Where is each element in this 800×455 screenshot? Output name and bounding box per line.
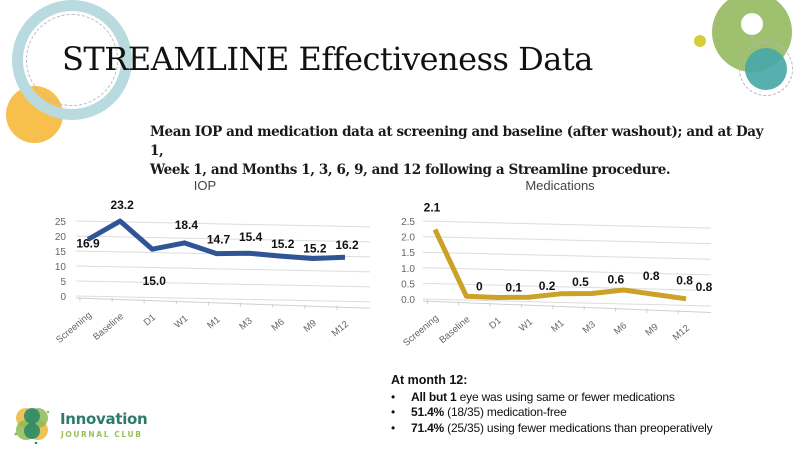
logo-name: Innovation — [60, 410, 148, 428]
data-label: 14.7 — [207, 233, 231, 247]
gridline — [75, 265, 371, 273]
summary-item: • All but 1 eye was using same or fewer m… — [391, 390, 712, 406]
x-axis-line — [422, 300, 712, 314]
x-category-label: M6 — [269, 317, 286, 334]
y-tick-label: 1.5 — [401, 248, 415, 259]
data-label: 23.2 — [110, 198, 134, 212]
x-category-label: M9 — [643, 322, 660, 339]
y-tick-label: 15 — [55, 247, 67, 258]
logo-mark-icon — [14, 408, 50, 444]
data-label: 0.8 — [643, 269, 660, 283]
summary-item-emphasis: 51.4% — [411, 405, 445, 419]
y-tick-label: 10 — [55, 262, 67, 273]
gridline — [422, 236, 712, 245]
x-category-label: M1 — [549, 318, 566, 335]
summary-item: • 71.4% (25/35) using fewer medications t… — [391, 420, 713, 437]
month-12-summary: At month 12: • All but 1 eye was using sa… — [391, 373, 713, 437]
summary-item: • 51.4% (18/35) medication-free — [391, 405, 712, 421]
subtitle-line-2: Week 1, and Months 1, 3, 6, 9, and 12 fo… — [150, 162, 671, 178]
y-tick-label: 2.0 — [401, 233, 415, 244]
summary-item-emphasis: All but 1 — [411, 389, 457, 404]
gridline — [422, 298, 712, 307]
chart-title: Medications — [525, 178, 595, 193]
gridline — [75, 280, 371, 288]
summary-item-text: (18/35) medication-free — [444, 405, 567, 419]
x-category-label: M1 — [205, 314, 222, 331]
x-category-label: Baseline — [91, 311, 126, 343]
x-category-label: M12 — [330, 319, 351, 339]
data-label: 0.8 — [696, 280, 713, 294]
gridline — [422, 251, 712, 260]
data-label: 16.9 — [76, 237, 100, 251]
data-label: 18.4 — [175, 218, 199, 232]
gridline — [75, 235, 371, 243]
y-tick-label: 0.0 — [401, 295, 415, 306]
summary-item-emphasis: 71.4% — [411, 420, 445, 435]
x-category-label: D1 — [487, 315, 503, 331]
data-label: 0.5 — [572, 275, 589, 289]
y-tick-label: 20 — [55, 232, 67, 243]
data-label: 0.1 — [505, 281, 522, 295]
x-category-label: W1 — [172, 313, 190, 331]
x-category-label: Baseline — [437, 314, 472, 346]
data-label: 0 — [476, 279, 483, 293]
x-category-label: D1 — [142, 312, 158, 328]
x-category-label: M3 — [581, 319, 598, 336]
y-tick-label: 25 — [55, 217, 67, 228]
data-label: 0.6 — [608, 272, 625, 286]
bullet-icon: • — [391, 389, 396, 404]
bullet-icon: • — [391, 405, 396, 419]
y-tick-label: 1.0 — [401, 264, 415, 275]
data-label: 15.4 — [239, 230, 263, 244]
x-category-label: Screening — [401, 313, 441, 349]
bullet-icon: • — [391, 420, 396, 435]
medications-chart: Medications 0.0 0.5 1.0 1.5 2.0 2.5 ScreeningBa… — [401, 178, 713, 349]
summary-item-text: (25/35) using fewer medications than pre… — [444, 420, 713, 435]
innovation-journal-club-logo: Innovation JOURNAL CLUB — [8, 402, 168, 447]
gridline — [75, 295, 371, 303]
y-tick-label: 5 — [60, 277, 66, 288]
x-category-label: M3 — [237, 315, 254, 332]
x-category-label: M12 — [671, 323, 692, 343]
x-axis-line — [75, 297, 371, 309]
decorative-blue-ring — [12, 0, 132, 120]
slide-title: STREAMLINE Effectiveness Data — [62, 40, 593, 78]
decorative-white-hole — [741, 13, 763, 35]
gridline — [422, 220, 712, 229]
decorative-yellow-dot — [694, 35, 706, 47]
chart-title: IOP — [194, 178, 216, 193]
y-tick-label: 0 — [60, 292, 66, 303]
data-label: 2.1 — [424, 200, 441, 214]
slide-subtitle: Mean IOP and medication data at screenin… — [150, 123, 770, 180]
data-label: 0.8 — [676, 273, 693, 287]
summary-list: • All but 1 eye was using same or fewer m… — [391, 390, 713, 437]
summary-item-text: eye was using same or fewer medications — [456, 389, 675, 404]
decorative-dashed-ring — [26, 14, 118, 106]
gridline — [75, 220, 371, 228]
decorative-dashed-ring-right — [739, 42, 793, 96]
x-category-label: W1 — [517, 317, 535, 335]
subtitle-line-1: Mean IOP and medication data at screenin… — [150, 124, 764, 159]
y-tick-label: 2.5 — [401, 217, 415, 228]
data-label: 15.0 — [143, 274, 167, 288]
data-label: 0.2 — [539, 279, 556, 293]
y-tick-label: 0.5 — [401, 279, 415, 290]
summary-heading: At month 12: — [391, 373, 468, 387]
data-label: 15.2 — [303, 241, 327, 255]
logo-tagline: JOURNAL CLUB — [61, 430, 143, 439]
data-label: 15.2 — [271, 237, 295, 251]
gridline — [422, 282, 712, 291]
x-category-label: M6 — [612, 320, 629, 337]
x-category-label: M9 — [302, 318, 319, 335]
gridline — [422, 267, 712, 276]
x-category-label: Screening — [54, 310, 94, 346]
data-label: 16.2 — [335, 238, 359, 252]
